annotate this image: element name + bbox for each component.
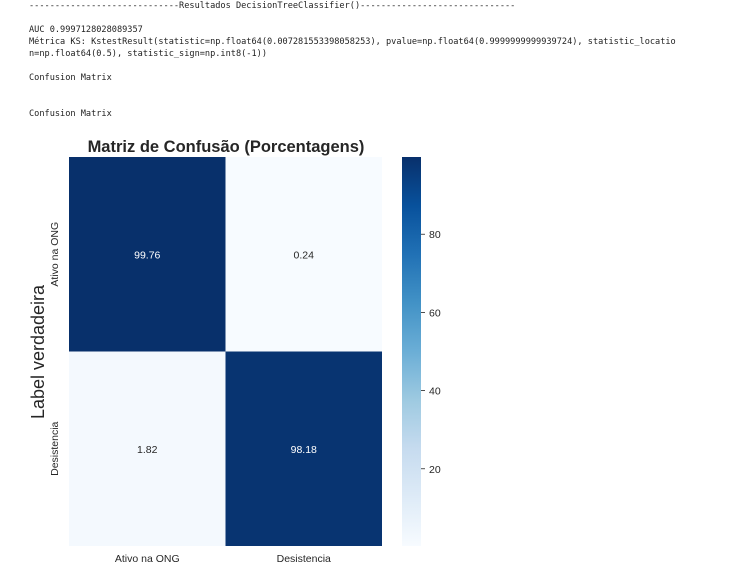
heatmap-cell-label: 98.18	[291, 444, 317, 456]
heatmap-cell	[225, 351, 382, 546]
colorbar-tick-label: 60	[429, 307, 441, 319]
console-output: -----------------------------Resultados …	[29, 0, 709, 119]
heatmap-cell	[225, 157, 382, 352]
chart-title: Matriz de Confusão (Porcentagens)	[88, 138, 365, 156]
confusion-matrix-label-2: Confusion Matrix	[29, 109, 112, 119]
confusion-matrix-label-1: Confusion Matrix	[29, 73, 112, 83]
colorbar	[402, 157, 421, 546]
auc-line: AUC 0.9997128028089357	[29, 25, 143, 35]
row-tick-label: Ativo na ONG	[49, 222, 61, 287]
ks-metric-line-2: n=np.float64(0.5), statistic_sign=np.int…	[29, 49, 267, 59]
row-tick-labels: Ativo na ONG Desistencia	[49, 222, 61, 476]
colorbar-tick-label: 40	[429, 386, 441, 398]
heatmap-cell-label: 0.24	[294, 249, 315, 261]
heatmap-cell	[69, 157, 226, 352]
col-tick-label: Desistencia	[277, 553, 331, 565]
heatmap-cell-label: 99.76	[134, 249, 160, 261]
heatmap-cell-label: 1.82	[137, 444, 158, 456]
ks-metric-line-1: Métrica KS: KstestResult(statistic=np.fl…	[29, 37, 676, 47]
heatmap-cell	[69, 351, 226, 546]
y-axis-label: Label verdadeira	[28, 284, 48, 419]
heatmap-cell-labels: 99.76 0.24 1.82 98.18	[134, 249, 317, 456]
row-tick-label: Desistencia	[49, 421, 61, 475]
col-tick-labels: Ativo na ONG Desistencia	[115, 553, 331, 565]
colorbar-tick-label: 20	[429, 464, 441, 476]
results-header-line: -----------------------------Resultados …	[29, 1, 516, 11]
col-tick-label: Ativo na ONG	[115, 553, 180, 565]
colorbar-tick-label: 80	[429, 229, 441, 241]
colorbar-ticks: 20 40 60 80	[421, 229, 441, 476]
heatmap-cells	[69, 157, 382, 546]
